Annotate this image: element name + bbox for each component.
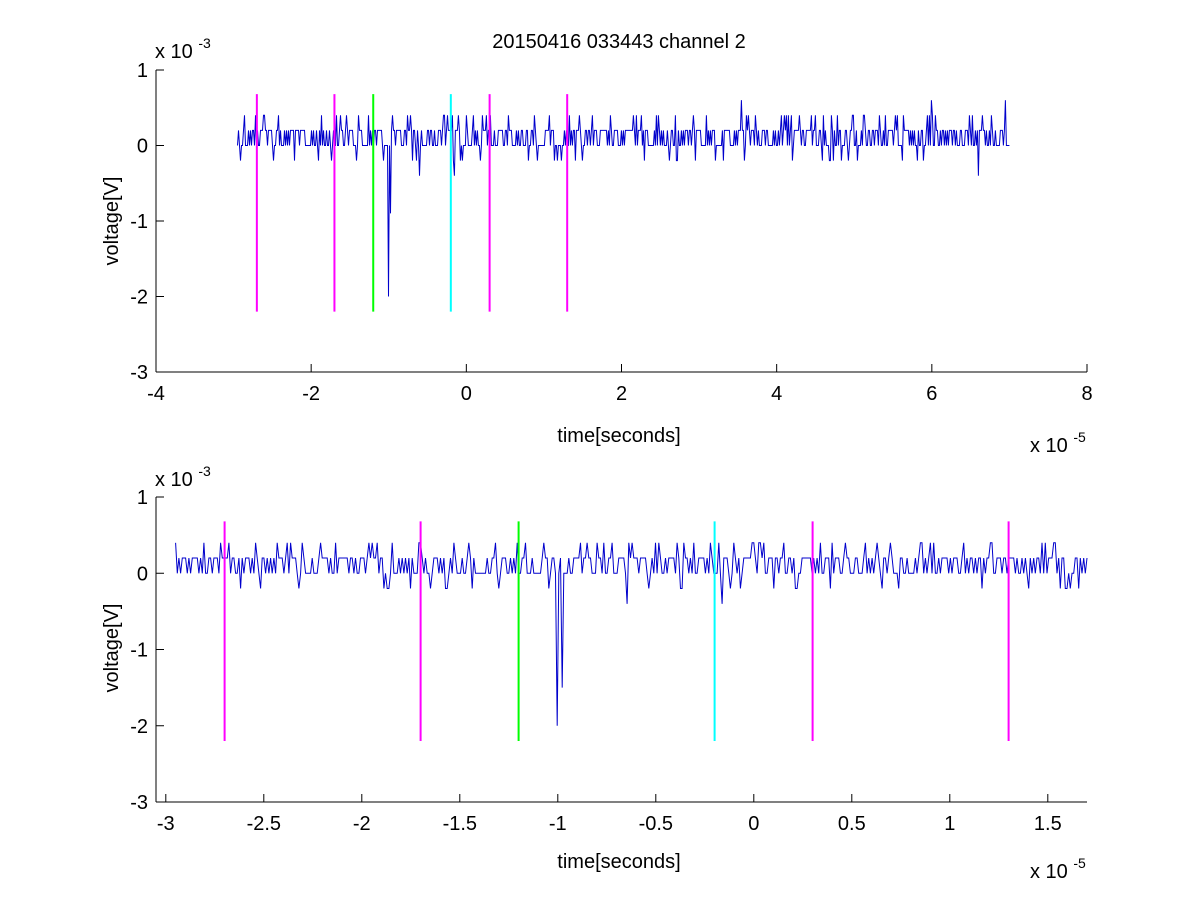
bottom-x-tick-label: 0.5 [838,813,866,835]
bottom-x-tick-label: -0.5 [639,813,673,835]
bottom-x-axis-label: time[seconds] [557,851,680,873]
top-x-tick-label: 0 [461,383,472,405]
top-y-exponent: x 10 -3 [155,35,211,63]
top-x-tick-label: 8 [1081,383,1092,405]
top-x-tick-label: 2 [616,383,627,405]
bottom-y-tick-label: -1 [130,640,148,662]
bottom-y-axis-label: voltage[V] [101,604,123,693]
top-x-exponent: x 10 -5 [1030,429,1086,457]
top-y-tick-label: -2 [130,287,148,309]
top-x-exponent-base: x 10 [1030,435,1068,457]
top-y-tick-label: 1 [137,60,148,82]
top-y-tick-label: -3 [130,362,148,384]
bottom-x-tick-label: 0 [748,813,759,835]
bottom-y-tick-label: 1 [137,487,148,509]
top-y-exponent-power: -3 [198,35,211,51]
bottom-signal-trace [175,542,1088,726]
bottom-x-exponent: x 10 -5 [1030,855,1086,883]
bottom-x-tick-label: 1.5 [1034,813,1062,835]
top-x-tick-label: -2 [302,383,320,405]
top-marker-lines [255,94,569,312]
bottom-x-tick-label: -1 [549,813,567,835]
top-ticks: -4 -2 0 2 4 6 810-1-2-3 [130,60,1092,405]
bottom-x-exponent-power: -5 [1073,855,1086,871]
top-x-exponent-power: -5 [1073,429,1086,445]
top-y-axis-label: voltage[V] [101,177,123,266]
top-x-tick-label: 6 [926,383,937,405]
bottom-y-exponent: x 10 -3 [155,463,211,491]
top-x-tick-label: -4 [147,383,165,405]
bottom-marker-lines [223,521,1010,741]
bottom-x-exponent-base: x 10 [1030,861,1068,883]
bottom-y-tick-label: -2 [130,716,148,738]
figure-title: 20150416 033443 channel 2 [492,31,746,53]
bottom-signal-layer [175,542,1088,726]
bottom-x-tick-label: 1 [944,813,955,835]
bottom-x-tick-label: -2.5 [247,813,281,835]
bottom-y-exponent-base: x 10 [155,469,193,491]
top-y-tick-label: -1 [130,211,148,233]
bottom-y-exponent-power: -3 [198,463,211,479]
top-y-exponent-base: x 10 [155,41,193,63]
bottom-x-tick-label: -3 [157,813,175,835]
top-signal-layer [237,100,1010,297]
top-subplot: -4 -2 0 2 4 6 810-1-2-3 time[seconds] voltage[… [101,35,1093,457]
bottom-y-tick-label: 0 [137,563,148,585]
bottom-subplot: -3 -2.5 -2 -1.5 -1 -0.5 0 0.5 1 1.5 1 0 -1 -2 -3 time[… [101,463,1088,883]
top-y-tick-label: 0 [137,136,148,158]
top-signal-trace [237,100,1010,297]
bottom-y-tick-label: -3 [130,792,148,814]
bottom-x-tick-label: -1.5 [443,813,477,835]
top-x-axis-label: time[seconds] [557,425,680,447]
bottom-x-tick-label: -2 [353,813,371,835]
top-x-tick-label: 4 [771,383,782,405]
bottom-ticks: -3 -2.5 -2 -1.5 -1 -0.5 0 0.5 1 1.5 1 0 -1 -2 -3 [130,487,1062,835]
